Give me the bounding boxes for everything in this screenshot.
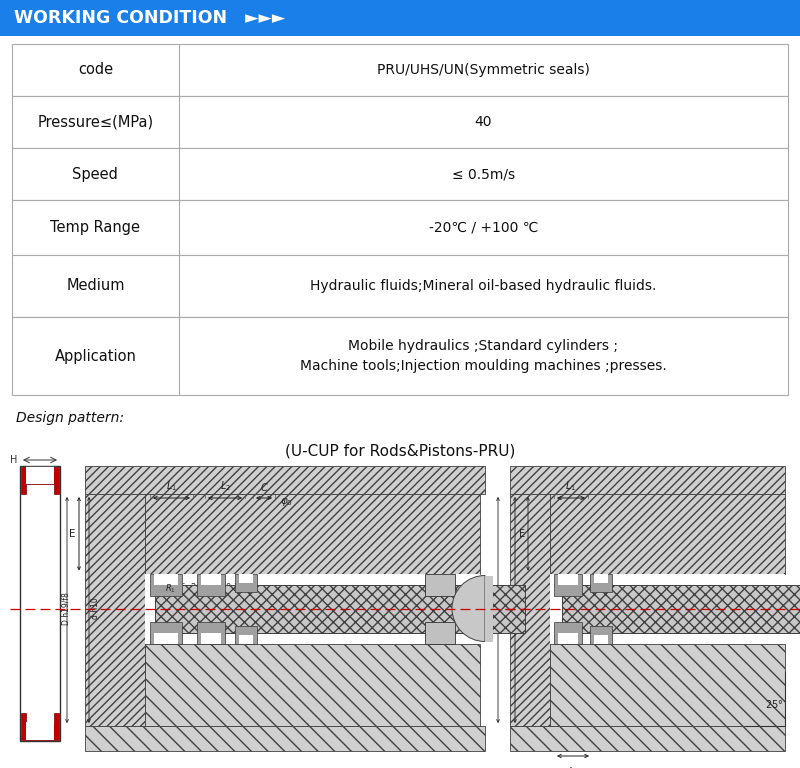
Text: $L_2$: $L_2$: [567, 765, 578, 768]
Text: ≤ 0.5m/s: ≤ 0.5m/s: [452, 167, 515, 181]
Text: $L_1$: $L_1$: [166, 479, 177, 493]
Bar: [201, 574, 221, 584]
Bar: [235, 625, 257, 644]
Bar: [150, 621, 182, 644]
Text: $R_2$: $R_2$: [570, 577, 582, 589]
Text: Mobile hydraulics ;Standard cylinders ;
Machine tools;Injection moulding machine: Mobile hydraulics ;Standard cylinders ; …: [300, 339, 666, 373]
Bar: [12, 44, 788, 96]
Text: code: code: [78, 62, 113, 78]
Polygon shape: [21, 467, 59, 494]
Bar: [12, 96, 788, 148]
Text: E: E: [70, 528, 76, 538]
Bar: [554, 621, 582, 644]
Text: WORKING CONDITION   ►►►: WORKING CONDITION ►►►: [14, 9, 286, 27]
Text: $25°$: $25°$: [765, 698, 783, 710]
Text: Design pattern:: Design pattern:: [16, 411, 124, 425]
Text: Pressure≤(MPa): Pressure≤(MPa): [38, 114, 154, 130]
Bar: [85, 726, 485, 751]
Bar: [510, 726, 785, 751]
Text: -20℃ / +100 ℃: -20℃ / +100 ℃: [429, 220, 538, 234]
Bar: [558, 574, 578, 584]
Bar: [155, 584, 525, 633]
Bar: [26, 466, 54, 484]
Text: Hydraulic fluids;Mineral oil-based hydraulic fluids.: Hydraulic fluids;Mineral oil-based hydra…: [310, 279, 657, 293]
Bar: [235, 574, 257, 591]
Text: $R_1$: $R_1$: [165, 582, 176, 595]
Bar: [145, 644, 480, 726]
Bar: [239, 574, 253, 582]
Text: H: H: [10, 455, 17, 465]
Bar: [558, 633, 578, 644]
Bar: [562, 584, 800, 633]
Bar: [85, 494, 145, 726]
Text: Medium: Medium: [66, 279, 125, 293]
Bar: [150, 574, 182, 595]
Bar: [590, 625, 612, 644]
Text: d h10: d h10: [517, 598, 526, 619]
Bar: [154, 574, 178, 584]
Text: $R_2\leq 0.3$: $R_2\leq 0.3$: [595, 610, 632, 622]
Bar: [12, 200, 788, 255]
Bar: [550, 574, 785, 644]
Text: PRU/UHS/UN(Symmetric seals): PRU/UHS/UN(Symmetric seals): [377, 63, 590, 77]
Text: (U-CUP for Rods&Pistons-PRU): (U-CUP for Rods&Pistons-PRU): [285, 443, 515, 458]
Bar: [197, 574, 225, 595]
Text: Application: Application: [54, 349, 136, 363]
Bar: [12, 255, 788, 317]
Bar: [201, 633, 221, 644]
Bar: [425, 574, 455, 595]
Bar: [85, 466, 485, 494]
Wedge shape: [452, 575, 485, 641]
Bar: [590, 574, 612, 591]
Bar: [239, 634, 253, 644]
Bar: [20, 466, 60, 741]
Text: Temp Range: Temp Range: [50, 220, 141, 235]
Text: D h19/f8: D h19/f8: [62, 592, 70, 625]
Text: D h19/f8: D h19/f8: [487, 592, 497, 625]
Bar: [145, 574, 480, 644]
Text: $L_2$: $L_2$: [219, 479, 230, 493]
Text: $\varphi_0$: $\varphi_0$: [280, 496, 293, 508]
Text: Speed: Speed: [73, 167, 118, 181]
Bar: [550, 644, 785, 726]
Text: 40: 40: [474, 115, 492, 129]
Bar: [197, 621, 225, 644]
Bar: [594, 634, 608, 644]
Bar: [425, 621, 455, 644]
Bar: [0, 0, 800, 36]
Bar: [26, 722, 54, 740]
Bar: [550, 494, 785, 574]
Text: $C$: $C$: [260, 481, 268, 493]
Text: $L_1$: $L_1$: [566, 479, 577, 493]
Bar: [154, 633, 178, 644]
Bar: [594, 574, 608, 582]
Text: E: E: [519, 528, 525, 538]
Bar: [510, 494, 550, 726]
Bar: [26, 478, 54, 729]
Bar: [510, 466, 785, 494]
Bar: [12, 317, 788, 395]
Bar: [145, 494, 480, 574]
Text: $2-R_2\leq 0.3$: $2-R_2\leq 0.3$: [170, 581, 240, 594]
Polygon shape: [21, 713, 59, 740]
Bar: [485, 575, 493, 641]
Bar: [554, 574, 582, 595]
Text: d h10: d h10: [91, 598, 100, 619]
Bar: [12, 148, 788, 200]
